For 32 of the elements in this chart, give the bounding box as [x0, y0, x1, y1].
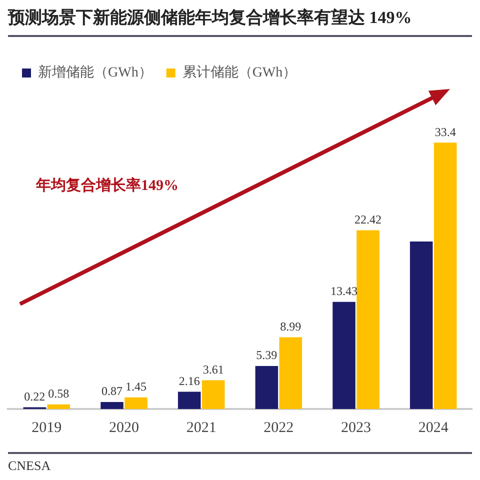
data-label: 0.87 — [102, 384, 123, 398]
x-tick-label: 2021 — [186, 420, 216, 436]
bar — [255, 366, 278, 409]
x-tick-label: 2022 — [264, 420, 294, 436]
chart-title: 预测场景下新能源侧储能年均复合增长率有望达 149% — [8, 6, 472, 37]
bar — [410, 242, 433, 409]
bar — [279, 337, 302, 409]
bar — [124, 397, 148, 409]
x-tick-label: 2019 — [32, 420, 62, 436]
data-label: 8.99 — [280, 319, 302, 334]
text: CNESA — [8, 452, 472, 474]
annotation: 年均复合增长率149% — [36, 176, 178, 195]
bar — [332, 302, 356, 409]
data-label: 1.45 — [125, 380, 146, 394]
bar — [47, 404, 70, 409]
x-tick-label: 2024 — [418, 420, 449, 436]
bar — [202, 380, 225, 409]
legend-label: 新增储能（GWh） — [38, 64, 152, 81]
x-tick-label: 2023 — [341, 420, 371, 436]
data-label: 2.16 — [178, 374, 200, 388]
bar — [178, 392, 201, 409]
bar — [356, 230, 380, 409]
legend-label: 累计储能（GWh） — [182, 64, 297, 81]
data-label: 5.39 — [256, 348, 278, 362]
bar — [434, 142, 457, 409]
data-label: 3.61 — [202, 362, 224, 376]
bar — [100, 402, 124, 409]
data-label: 0.22 — [24, 389, 46, 404]
data-label: 33.4 — [434, 124, 456, 139]
x-tick-label: 2020 — [109, 420, 139, 436]
data-label: 22.42 — [354, 212, 382, 226]
data-label: 0.58 — [48, 386, 70, 401]
